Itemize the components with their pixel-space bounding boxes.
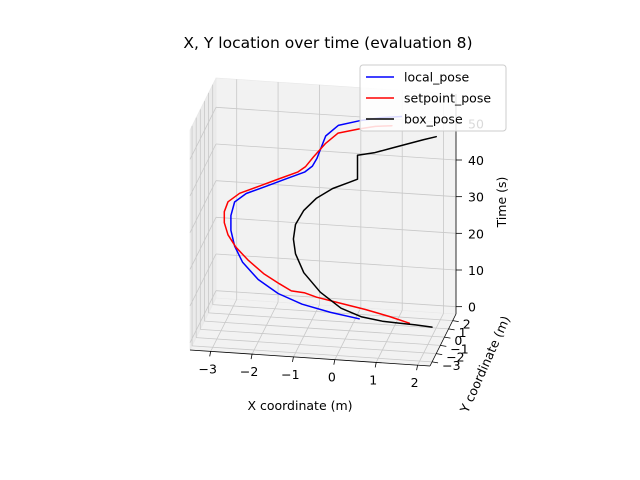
grid-z-side [189,253,217,307]
x-tick [250,354,253,360]
series-lines [223,115,437,328]
axes-panes [189,77,457,367]
x-tick-label: 1 [369,372,377,387]
y-tick [452,320,459,322]
grid-y-floor [208,312,449,330]
x-tick-label: 0 [328,370,336,385]
z-axis-label: Time (s) [494,177,509,229]
grid-z-back [215,180,457,198]
legend: local_pose setpoint_pose box_pose [359,64,507,132]
y-tick-label: −3 [442,358,460,373]
grid-x-floor [334,307,362,360]
grid-z-back [215,143,457,161]
z-tick-label: 40 [468,153,484,168]
x-tick [416,365,418,371]
grid-z-side [189,217,217,270]
grid-z-back [215,290,457,308]
grid-x-floor [417,312,444,366]
z-tick-label: 10 [468,263,484,278]
grid-x-floor [251,301,279,355]
y-tick [448,328,455,331]
grid-z-side [189,180,217,233]
y-axis-line [429,313,457,367]
grid-y-floor [192,345,433,363]
grid-y-floor [204,320,445,338]
series-line-box_pose [292,135,437,328]
y-tick [436,353,443,356]
x-axis-line [189,349,431,367]
y-tick-label: −2 [446,350,464,365]
grid-z-back [215,216,457,234]
x-tick-label: −2 [240,364,258,379]
grid-y-floor [200,328,441,346]
grid-y-floor [196,337,437,355]
legend-label-setpoint_pose: setpoint_pose [404,91,491,106]
chart-title: X, Y location over time (evaluation 8) [183,34,472,52]
grid-z-back [215,253,457,271]
x-tick [292,356,294,362]
y-tick [444,336,451,339]
series-line-local_pose [230,115,403,320]
z-tick-label: 20 [468,226,484,241]
y-tick-label: 2 [463,317,471,332]
y-tick [440,344,447,347]
series-line-setpoint_pose [223,124,411,324]
legend-label-local_pose: local_pose [404,70,469,85]
z-tick-label: 30 [468,190,484,205]
grid-lines [189,79,457,366]
legend-box [359,64,507,132]
x-tick-label: −3 [198,361,216,376]
x-tick [374,362,377,368]
y-tick-label: 0 [454,333,462,348]
grid-z-side [189,107,217,160]
y-tick-label: 1 [459,325,467,340]
x-tick-label: 2 [411,375,419,390]
grid-x-floor [293,304,320,358]
x-tick [333,359,336,365]
grid-x-floor [210,299,238,352]
y-tick [431,361,439,364]
z-tick-label: 0 [468,300,476,315]
y-tick-label: −1 [450,341,468,356]
x-tick [209,351,212,357]
legend-label-box_pose: box_pose [404,112,463,127]
grid-z-side [189,143,217,197]
x-tick-label: −1 [281,367,299,382]
grid-z-side [189,290,217,343]
x-axis-label: X coordinate (m) [247,398,352,413]
